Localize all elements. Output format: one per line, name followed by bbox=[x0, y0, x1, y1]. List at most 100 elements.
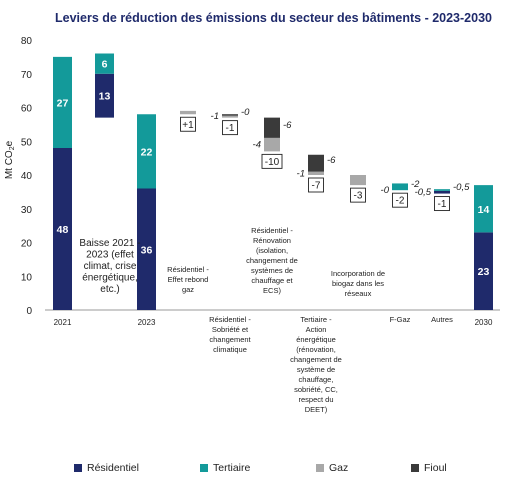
baisse-annotation-line-4: etc.) bbox=[100, 284, 119, 295]
bar-2021-residentiel bbox=[53, 148, 72, 310]
bar-lever-2-fioul bbox=[264, 117, 280, 138]
x-label-lever-4-line-0: Incorporation de bbox=[331, 269, 385, 278]
legend-swatch-gaz bbox=[316, 464, 324, 472]
bar-lever-3-fioul bbox=[308, 154, 324, 172]
legend-label-tertiaire: Tertiaire bbox=[213, 462, 251, 474]
boxed-label-0: +1 bbox=[182, 120, 194, 131]
legend-item-tertiaire: Tertiaire bbox=[200, 462, 250, 474]
legend-swatch-tertiaire bbox=[200, 464, 208, 472]
bar-2030-tertiaire bbox=[474, 185, 493, 233]
bar-baisse-tertiaire bbox=[95, 53, 114, 74]
x-label-lever-1-line-0: Résidentiel - bbox=[209, 315, 251, 324]
data-label-2023-tertiaire: 22 bbox=[141, 146, 153, 158]
legend-label-residentiel: Résidentiel bbox=[87, 462, 139, 474]
side-label-6-1: -0,5 bbox=[453, 182, 470, 193]
y-tick-label: 50 bbox=[21, 137, 33, 148]
x-label-lever-3-line-3: (rénovation, bbox=[296, 345, 336, 354]
bar-baisse-residentiel bbox=[95, 73, 114, 118]
side-label-3-1: -6 bbox=[327, 155, 336, 166]
boxed-label-3: -7 bbox=[312, 181, 321, 192]
data-label-2023-residentiel: 36 bbox=[141, 244, 153, 256]
bar-2021-tertiaire bbox=[53, 56, 72, 148]
side-label-5-0: -2 bbox=[411, 179, 420, 190]
bar-lever-4-gaz bbox=[350, 175, 366, 186]
baisse-annotation-line-2: climat, crise bbox=[84, 261, 137, 272]
data-label-2030-residentiel: 23 bbox=[478, 266, 490, 278]
x-label-lever-3-line-4: changement de bbox=[290, 355, 342, 364]
side-label-2-0: -4 bbox=[253, 140, 261, 151]
data-label-baisse-tertiaire: 6 bbox=[102, 59, 108, 71]
data-label-baisse-residentiel: 13 bbox=[99, 91, 111, 103]
boxed-label-4: -3 bbox=[354, 191, 363, 202]
legend: Résidentiel Tertiaire Gaz Fioul bbox=[0, 462, 509, 478]
bar-lever-1-fioul bbox=[222, 114, 238, 116]
baisse-annotation-line-3: énergétique, bbox=[82, 273, 138, 284]
side-label-left-5: -0 bbox=[381, 185, 390, 196]
bar-lever-6-residentiel bbox=[434, 190, 450, 194]
y-tick-label: 40 bbox=[21, 171, 33, 182]
x-label-lever-1-line-2: changement bbox=[209, 335, 251, 344]
legend-label-fioul: Fioul bbox=[424, 462, 447, 474]
side-label-1-0: -1 bbox=[211, 111, 219, 122]
y-axis-label: Mt CO2e bbox=[4, 140, 16, 179]
x-label-lever-1-line-3: climatique bbox=[213, 345, 247, 354]
x-label-lever-0-line-0: Résidentiel - bbox=[167, 265, 209, 274]
boxed-label-5: -2 bbox=[396, 196, 405, 207]
boxed-label-frame-0 bbox=[180, 116, 196, 132]
boxed-label-frame-3 bbox=[308, 177, 324, 193]
x-label-lever-2-line-1: Rénovation bbox=[253, 236, 291, 245]
legend-swatch-fioul bbox=[411, 464, 419, 472]
x-label-2030: 2030 bbox=[475, 318, 493, 327]
bar-2023-tertiaire bbox=[137, 114, 156, 189]
bar-lever-6-tertiaire bbox=[434, 189, 450, 191]
boxed-label-6: -1 bbox=[438, 199, 447, 210]
baisse-annotation-line-0: Baisse 2021 - bbox=[79, 238, 140, 249]
x-label-lever-3-line-2: énergétique bbox=[296, 335, 336, 344]
baisse-annotation-line-1: 2023 (effet bbox=[86, 250, 134, 261]
boxed-label-1: -1 bbox=[226, 123, 235, 134]
boxed-label-frame-6 bbox=[434, 196, 450, 212]
data-label-2021-residentiel: 48 bbox=[57, 224, 69, 236]
x-label-lever-2-line-6: ECS) bbox=[263, 286, 281, 295]
side-label-1-1: -0 bbox=[241, 107, 250, 118]
boxed-label-frame-2 bbox=[261, 153, 283, 169]
y-tick-label: 10 bbox=[21, 272, 33, 283]
x-label-lever-2-line-5: chauffage et bbox=[251, 276, 293, 285]
x-label-lever-2-line-3: changement de bbox=[246, 256, 298, 265]
y-tick-label: 30 bbox=[21, 205, 33, 216]
legend-label-gaz: Gaz bbox=[329, 462, 349, 474]
y-tick-label: 20 bbox=[21, 239, 33, 250]
bars bbox=[53, 53, 493, 310]
legend-item-fioul: Fioul bbox=[411, 462, 447, 474]
boxed-label-frame-5 bbox=[392, 192, 408, 208]
bar-lever-2-gaz bbox=[264, 137, 280, 152]
y-tick-label: 80 bbox=[21, 36, 33, 47]
x-label-lever-3-line-1: Action bbox=[306, 325, 327, 334]
chart-title: Leviers de réduction des émissions du se… bbox=[55, 11, 492, 25]
bar-2030-residentiel bbox=[474, 232, 493, 310]
legend-swatch-residentiel bbox=[74, 464, 82, 472]
y-tick-label: 60 bbox=[21, 104, 33, 115]
boxed-label-2: -10 bbox=[265, 157, 280, 168]
x-label-lever-4-line-2: réseaux bbox=[345, 289, 372, 298]
x-label-lever-3-line-0: Tertiaire - bbox=[300, 315, 332, 324]
boxed-label-frame-4 bbox=[350, 187, 366, 203]
side-label-2-1: -6 bbox=[283, 120, 292, 131]
legend-item-residentiel: Résidentiel bbox=[74, 462, 139, 474]
x-label-lever-4-line-1: biogaz dans les bbox=[332, 279, 384, 288]
x-label-lever-2-line-4: systèmes de bbox=[251, 266, 293, 275]
bar-lever-3-gaz bbox=[308, 171, 324, 175]
x-label-2023: 2023 bbox=[138, 318, 156, 327]
x-label-lever-2-line-0: Résidentiel - bbox=[251, 226, 293, 235]
legend-item-gaz: Gaz bbox=[316, 462, 348, 474]
bar-2023-residentiel bbox=[137, 188, 156, 310]
side-label-3-0: -1 bbox=[297, 168, 305, 179]
x-label-lever-3-line-7: sobriété, CC, bbox=[294, 385, 338, 394]
bar-lever-5-tertiaire bbox=[392, 183, 408, 191]
bar-lever-1-gaz bbox=[222, 114, 238, 118]
x-label-lever-3-line-6: chauffage, bbox=[299, 375, 334, 384]
data-label-2021-tertiaire: 27 bbox=[57, 97, 69, 109]
